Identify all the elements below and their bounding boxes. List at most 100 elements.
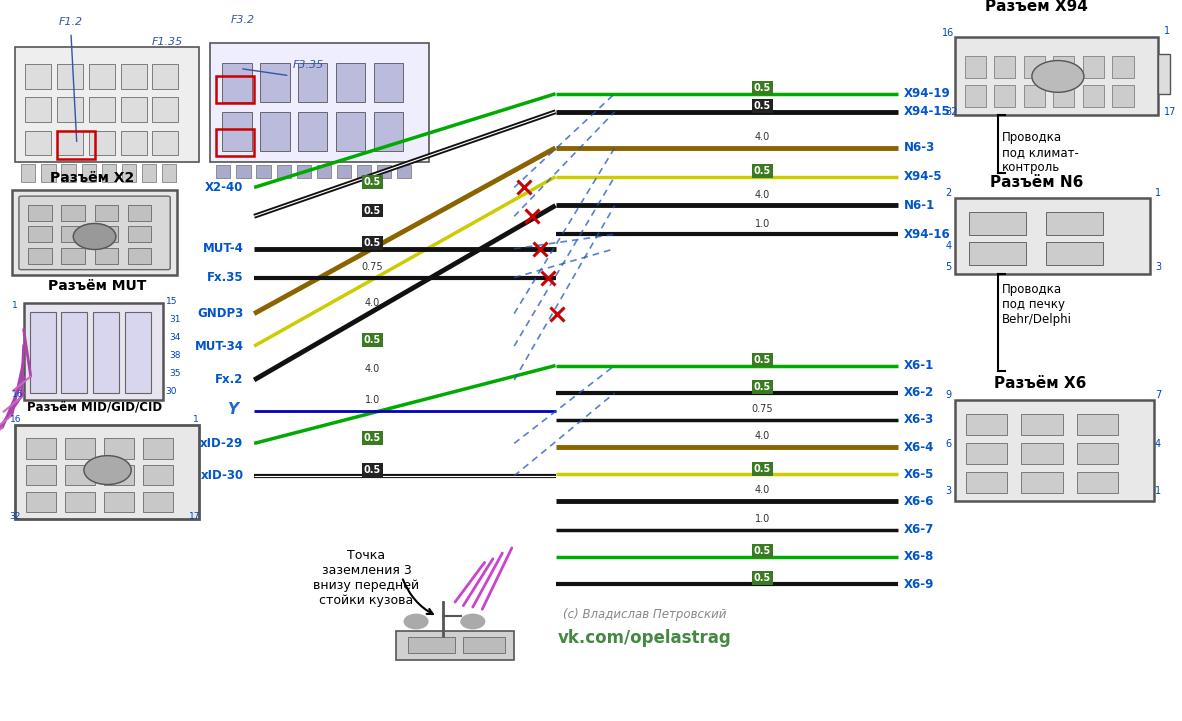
Bar: [121, 64, 147, 89]
Bar: [26, 465, 56, 485]
Bar: [93, 312, 119, 393]
Text: N6-1: N6-1: [904, 199, 935, 212]
Text: 1.0: 1.0: [755, 514, 769, 524]
Text: 30: 30: [165, 387, 177, 397]
Bar: [336, 112, 365, 151]
Text: 6: 6: [946, 439, 952, 449]
Text: 7: 7: [1155, 390, 1161, 400]
Bar: [65, 492, 95, 512]
Text: 3: 3: [1155, 262, 1161, 273]
Bar: [317, 165, 331, 178]
Text: 5: 5: [946, 262, 952, 273]
Text: X94-5: X94-5: [904, 170, 943, 183]
Bar: [236, 165, 251, 178]
Bar: [260, 63, 290, 102]
Bar: [955, 37, 1158, 115]
Text: MUT-34: MUT-34: [195, 340, 243, 353]
Bar: [463, 637, 505, 653]
Bar: [965, 56, 986, 78]
Bar: [142, 164, 156, 182]
Text: X6-4: X6-4: [904, 441, 935, 454]
Bar: [122, 164, 136, 182]
Bar: [95, 226, 118, 242]
Bar: [966, 414, 1007, 435]
Bar: [21, 164, 35, 182]
Bar: [82, 164, 96, 182]
Text: 0.75: 0.75: [362, 262, 383, 272]
Text: GNDP3: GNDP3: [197, 307, 243, 320]
Bar: [336, 63, 365, 102]
Text: 2: 2: [946, 188, 952, 198]
Text: 4.0: 4.0: [365, 298, 379, 308]
Text: 0.5: 0.5: [364, 465, 381, 475]
Text: 1.0: 1.0: [365, 395, 379, 405]
Bar: [1112, 85, 1134, 107]
Bar: [125, 312, 151, 393]
Text: vk.com/opelastrag: vk.com/opelastrag: [558, 629, 730, 647]
Text: 16: 16: [942, 28, 954, 38]
Bar: [1083, 85, 1104, 107]
Bar: [1158, 54, 1170, 94]
Bar: [128, 205, 151, 221]
Bar: [297, 165, 311, 178]
Text: 4.0: 4.0: [755, 132, 769, 142]
Text: Fx.35: Fx.35: [207, 271, 243, 284]
Bar: [1046, 242, 1103, 265]
Bar: [1077, 414, 1118, 435]
Circle shape: [73, 224, 116, 249]
Bar: [57, 131, 95, 159]
Text: 32: 32: [946, 107, 957, 118]
Bar: [89, 97, 115, 122]
Bar: [61, 248, 85, 264]
Bar: [1021, 443, 1063, 464]
Bar: [277, 165, 291, 178]
Bar: [1024, 56, 1045, 78]
Bar: [143, 438, 173, 459]
Text: X6-6: X6-6: [904, 495, 935, 508]
Bar: [104, 492, 134, 512]
Bar: [26, 492, 56, 512]
Bar: [143, 492, 173, 512]
Text: 4.0: 4.0: [755, 190, 769, 200]
Bar: [12, 190, 177, 275]
Text: Разъём X94: Разъём X94: [985, 0, 1089, 14]
Bar: [222, 63, 252, 102]
Text: Y: Y: [227, 402, 239, 417]
Bar: [1077, 443, 1118, 464]
Text: X6-2: X6-2: [904, 386, 935, 399]
Text: 16: 16: [9, 415, 21, 424]
Circle shape: [1032, 61, 1084, 92]
Bar: [1046, 212, 1103, 235]
Bar: [955, 400, 1154, 501]
Text: 0.5: 0.5: [364, 205, 381, 216]
Bar: [1024, 85, 1045, 107]
Text: F3.2: F3.2: [230, 15, 254, 25]
Bar: [216, 129, 254, 156]
Bar: [222, 112, 252, 151]
Bar: [1021, 414, 1063, 435]
Text: 0.5: 0.5: [364, 177, 381, 187]
Text: 38: 38: [169, 351, 181, 360]
Text: 17: 17: [1164, 107, 1176, 118]
Circle shape: [461, 614, 485, 629]
Text: X94-19: X94-19: [904, 87, 952, 100]
Text: F3.35: F3.35: [293, 60, 324, 70]
Bar: [1053, 56, 1074, 78]
Text: X6-9: X6-9: [904, 578, 935, 590]
Text: Проводка
под климат-
контроль: Проводка под климат- контроль: [1002, 131, 1079, 174]
Bar: [61, 226, 85, 242]
Text: 0.5: 0.5: [754, 166, 771, 176]
Text: Разъём N6: Разъём N6: [991, 175, 1083, 190]
Text: X6-7: X6-7: [904, 523, 935, 536]
Text: 1: 1: [1155, 188, 1161, 198]
Bar: [121, 131, 147, 155]
Text: Проводка
под печку
Behr/Delphi: Проводка под печку Behr/Delphi: [1002, 283, 1072, 326]
Text: 9: 9: [946, 390, 952, 400]
Bar: [966, 472, 1007, 493]
Bar: [15, 47, 199, 162]
Bar: [128, 226, 151, 242]
Bar: [41, 164, 56, 182]
Bar: [298, 112, 327, 151]
Bar: [143, 465, 173, 485]
Bar: [966, 443, 1007, 464]
